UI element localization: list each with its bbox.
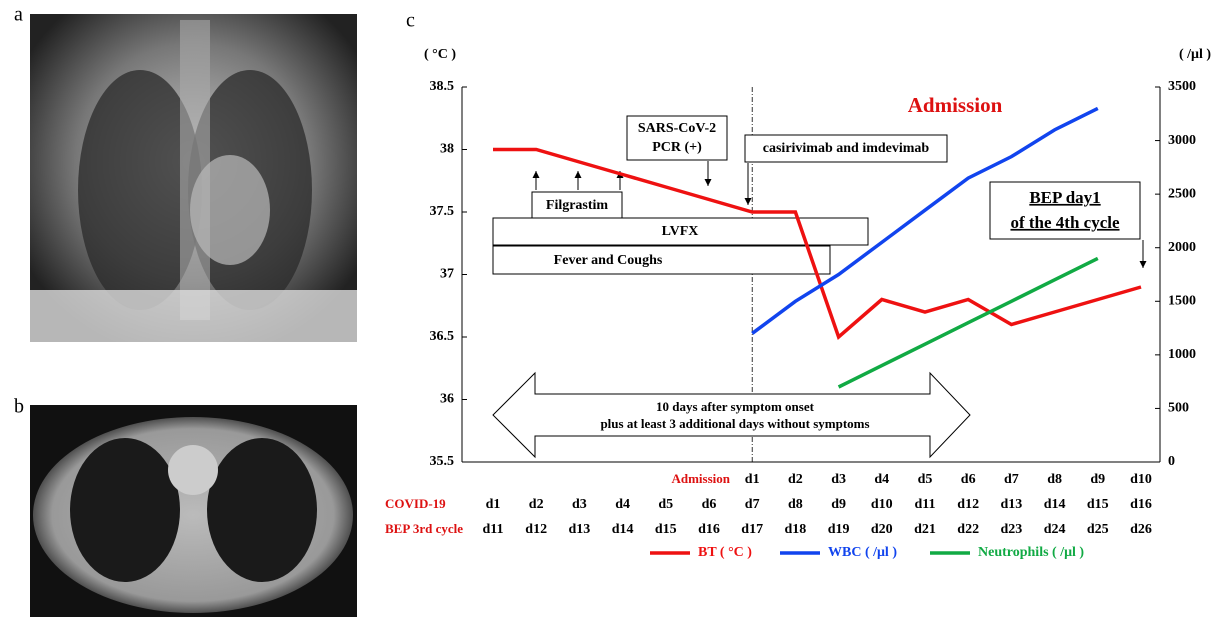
arrow-head	[575, 171, 582, 178]
x-tick-label: d3	[572, 497, 587, 512]
y2-tick-label: 3500	[1168, 79, 1196, 94]
y2-tick-label: 2000	[1168, 240, 1196, 255]
x-tick-label: d9	[1090, 472, 1105, 487]
x-tick-label: d18	[785, 522, 807, 537]
chest-xray	[30, 14, 357, 342]
y-tick-label: 36	[440, 392, 454, 407]
y-axis-label: ( °C )	[424, 47, 456, 62]
panel-letter: c	[406, 10, 415, 32]
chest-ct	[30, 405, 357, 617]
y2-tick-label: 1000	[1168, 347, 1196, 362]
row-label: Admission	[671, 471, 730, 486]
x-tick-label: d16	[1130, 497, 1152, 512]
x-tick-label: d15	[1087, 497, 1109, 512]
x-tick-label: d11	[914, 497, 935, 512]
x-tick-label: d16	[698, 522, 720, 537]
x-tick-label: d26	[1130, 522, 1152, 537]
y-tick-label: 37.5	[430, 204, 455, 219]
x-tick-label: d13	[1001, 497, 1023, 512]
legend-label: WBC ( /μl )	[828, 545, 897, 560]
legend-label: Neutrophils ( /μl )	[978, 545, 1084, 560]
x-tick-label: d4	[615, 497, 630, 512]
x-tick-label: d12	[957, 497, 979, 512]
y2-tick-label: 3000	[1168, 133, 1196, 148]
x-tick-label: d7	[1004, 472, 1019, 487]
x-tick-label: d1	[745, 472, 760, 487]
x-tick-label: d20	[871, 522, 893, 537]
y2-axis-label: ( /μl )	[1179, 47, 1211, 62]
y2-tick-label: 1500	[1168, 294, 1196, 309]
figure: a b c ( °C ) ( /μl ) 35.5 36 36.5 37 37.5 38 38.…	[0, 0, 1220, 617]
annotation: Admission	[908, 93, 1003, 117]
x-tick-label: d24	[1044, 522, 1066, 537]
annotation: plus at least 3 additional days without …	[600, 416, 869, 431]
x-tick-label: d8	[788, 497, 803, 512]
x-tick-label: d13	[569, 522, 591, 537]
x-tick-label: d8	[1047, 472, 1062, 487]
x-tick-label: d2	[529, 497, 544, 512]
annotation: casirivimab and imdevimab	[763, 141, 930, 156]
panel-letter: a	[14, 4, 23, 26]
annotation: BEP day1	[1029, 188, 1100, 207]
x-tick-label: d25	[1087, 522, 1109, 537]
x-tick-label: d21	[914, 522, 936, 537]
x-tick-label: d22	[957, 522, 979, 537]
arrow-head	[705, 179, 712, 186]
x-tick-label: d12	[525, 522, 547, 537]
y-tick-label: 38.5	[430, 79, 455, 94]
x-tick-label: d7	[745, 497, 760, 512]
annotation: 10 days after symptom onset	[656, 399, 815, 414]
annotation: PCR (+)	[652, 140, 702, 155]
panel-letter: b	[14, 396, 24, 418]
row-label: COVID-19	[385, 496, 446, 511]
x-tick-label: d1	[486, 497, 501, 512]
x-tick-label: d11	[482, 522, 503, 537]
x-tick-label: d4	[874, 472, 889, 487]
x-tick-label: d5	[658, 497, 673, 512]
annotation: SARS-CoV-2	[638, 121, 716, 136]
x-tick-label: d6	[702, 497, 717, 512]
x-tick-label: d9	[831, 497, 846, 512]
x-tick-label: d10	[871, 497, 893, 512]
x-tick-label: d15	[655, 522, 677, 537]
chart: ( °C ) ( /μl ) 35.5 36 36.5 37 37.5 38 38.5 0 500 1…	[385, 47, 1211, 560]
x-tick-label: d23	[1001, 522, 1023, 537]
x-tick-label: d10	[1130, 472, 1152, 487]
x-tick-label: d14	[612, 522, 634, 537]
legend-label: BT ( °C )	[698, 545, 752, 560]
arrow-head	[533, 171, 540, 178]
x-tick-label: d19	[828, 522, 850, 537]
y-tick-label: 35.5	[430, 454, 455, 469]
annotation: Fever and Coughs	[554, 253, 663, 268]
arrow-head	[745, 198, 752, 205]
x-tick-label: d14	[1044, 497, 1066, 512]
x-tick-label: d6	[961, 472, 976, 487]
x-tick-label: d17	[741, 522, 763, 537]
annotation: Filgrastim	[546, 198, 609, 213]
series-line	[839, 258, 1098, 387]
y2-tick-label: 0	[1168, 454, 1175, 469]
annotation: of the 4th cycle	[1010, 213, 1120, 232]
x-tick-label: d3	[831, 472, 846, 487]
y-tick-label: 38	[440, 142, 454, 157]
x-tick-label: d2	[788, 472, 803, 487]
row-label: BEP 3rd cycle	[385, 521, 463, 536]
y-tick-label: 37	[440, 267, 454, 282]
x-tick-label: d5	[918, 472, 933, 487]
y2-tick-label: 2500	[1168, 186, 1196, 201]
y2-tick-label: 500	[1168, 401, 1189, 416]
annotation: LVFX	[662, 224, 699, 239]
arrow-head	[1140, 261, 1147, 268]
y-tick-label: 36.5	[430, 329, 455, 344]
